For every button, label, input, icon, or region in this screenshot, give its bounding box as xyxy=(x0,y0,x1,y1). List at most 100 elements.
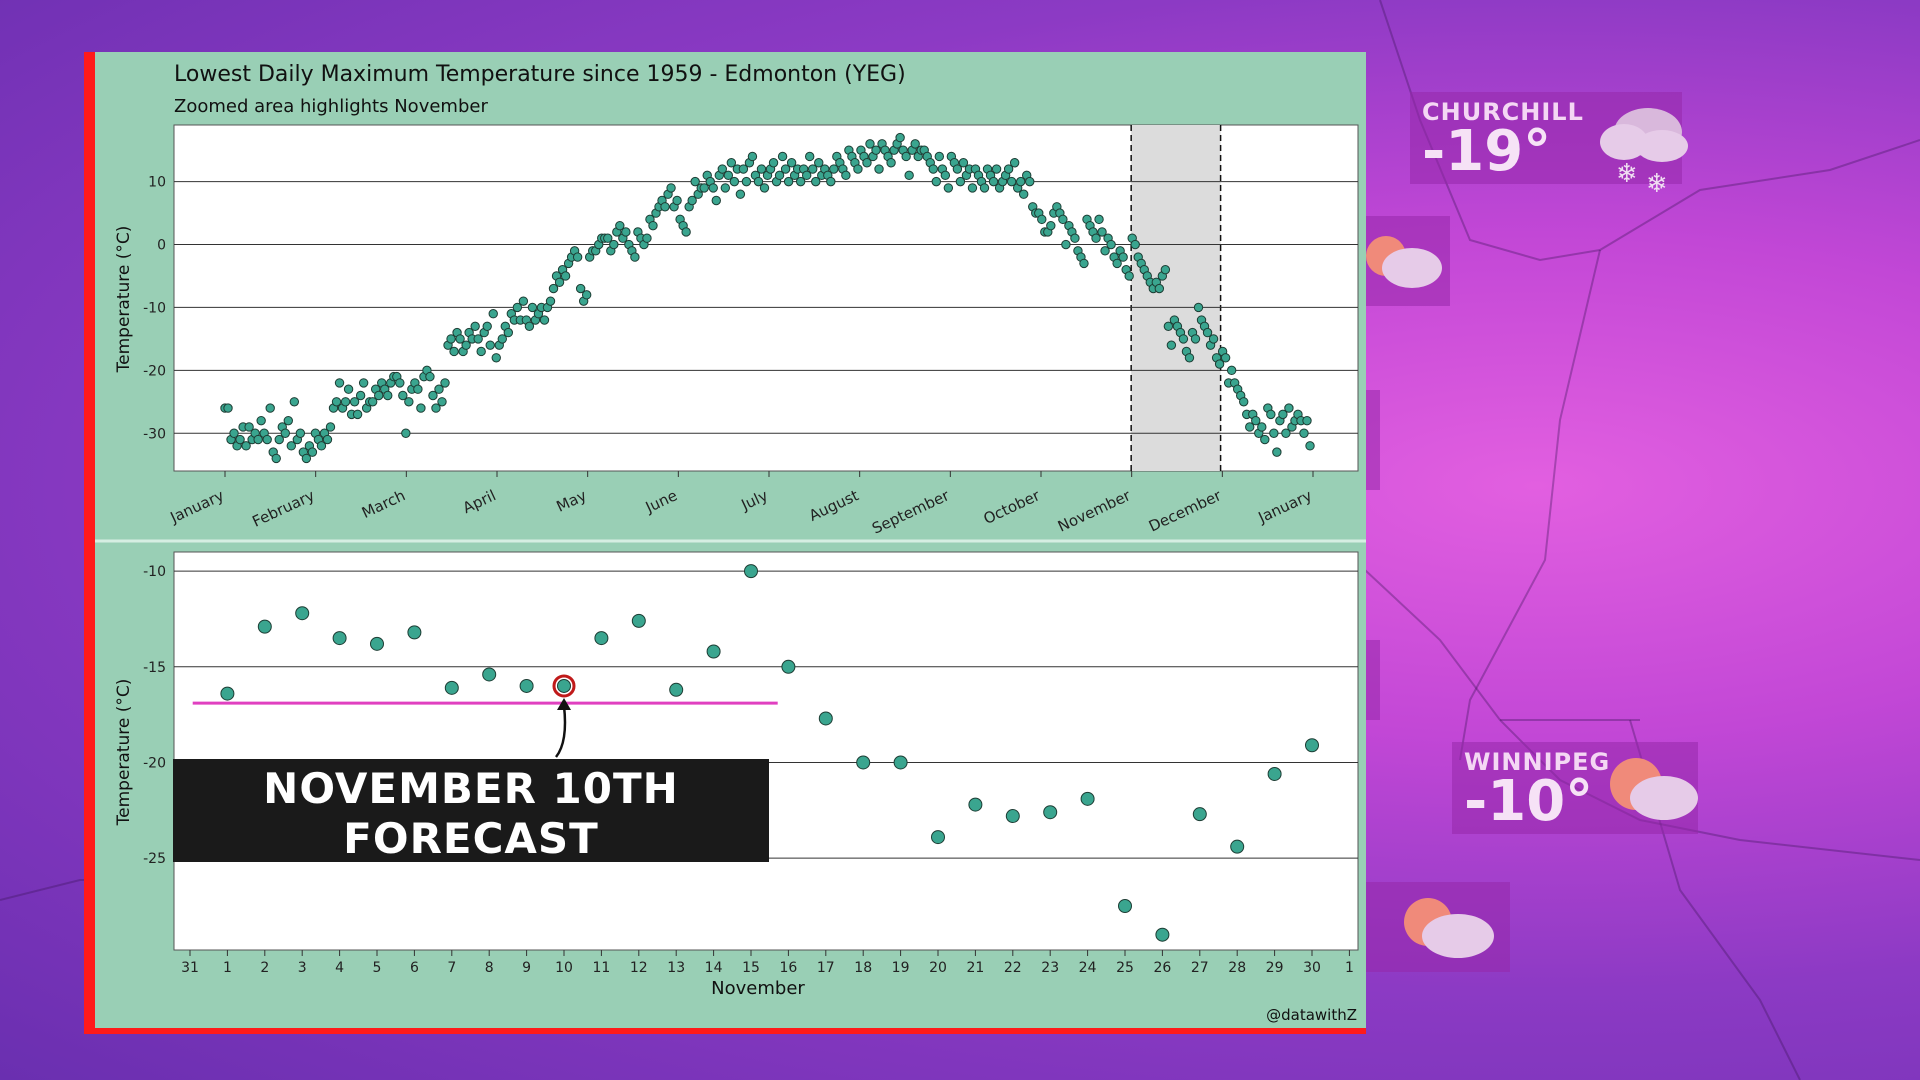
top-data-point xyxy=(603,233,613,243)
top-data-point xyxy=(1154,283,1165,294)
top-data-point xyxy=(473,334,483,344)
top-data-point xyxy=(1284,403,1294,413)
top-data-point xyxy=(690,176,700,187)
top-data-point xyxy=(711,195,721,206)
top-data-point xyxy=(681,227,691,237)
top-data-point xyxy=(1106,239,1116,250)
highlight-ring xyxy=(552,674,576,698)
top-x-tick-label: August xyxy=(806,486,861,525)
top-data-point xyxy=(991,164,1002,174)
bottom-x-tick-label: 31 xyxy=(181,960,199,976)
snow-cloud-icon: ❄ ❄ xyxy=(1600,108,1688,196)
bottom-data-point xyxy=(1305,738,1319,753)
top-data-point xyxy=(485,340,495,350)
top-data-point xyxy=(229,428,239,438)
top-data-point xyxy=(774,170,785,181)
bottom-x-tick-label: 6 xyxy=(410,960,419,976)
top-data-point xyxy=(717,164,728,174)
top-data-point xyxy=(1281,428,1291,438)
top-data-point xyxy=(581,290,592,300)
bottom-x-tick-label: 18 xyxy=(854,960,872,976)
top-data-point xyxy=(1184,353,1195,363)
bottom-data-point xyxy=(332,631,347,646)
top-data-point xyxy=(545,296,556,306)
top-data-point xyxy=(1214,359,1225,369)
top-data-point xyxy=(428,390,438,401)
top-data-point xyxy=(726,158,737,168)
top-data-point xyxy=(865,139,875,149)
top-data-point xyxy=(1160,264,1171,275)
svg-text:❄: ❄ xyxy=(1616,159,1638,189)
top-data-point xyxy=(425,371,435,382)
top-data-point xyxy=(910,139,920,149)
top-x-tick-label: January xyxy=(167,486,227,527)
top-data-point xyxy=(334,378,345,388)
top-data-point xyxy=(753,176,764,187)
top-data-point xyxy=(449,346,459,357)
top-x-tick-label: February xyxy=(250,486,318,530)
bottom-data-point xyxy=(631,613,646,628)
chart-subtitle: Zoomed area highlights November xyxy=(174,96,488,117)
top-data-point xyxy=(455,334,465,344)
top-data-point xyxy=(554,277,565,287)
bottom-y-axis-label: Temperature (°C) xyxy=(114,679,134,827)
top-data-point xyxy=(395,378,405,388)
top-data-point xyxy=(853,164,863,174)
bottom-x-tick-label: 11 xyxy=(592,960,610,976)
top-data-point xyxy=(723,170,734,181)
top-data-point xyxy=(413,384,423,394)
top-data-point xyxy=(431,403,441,413)
bottom-x-tick-label: 3 xyxy=(298,960,307,976)
top-data-point xyxy=(630,252,640,262)
bottom-data-point xyxy=(1005,809,1020,824)
top-data-point xyxy=(829,164,839,174)
top-data-point xyxy=(1220,353,1231,363)
top-data-point xyxy=(1163,321,1174,332)
top-data-point xyxy=(955,176,966,187)
top-data-point xyxy=(988,176,999,187)
top-data-point xyxy=(720,183,731,193)
bottom-data-point xyxy=(370,636,384,651)
bottom-x-tick-label: 24 xyxy=(1079,960,1097,976)
top-x-tick-label: March xyxy=(359,486,408,522)
top-data-point xyxy=(461,340,471,350)
top-x-tick-label: December xyxy=(1146,486,1225,536)
top-data-point xyxy=(672,195,682,206)
annotation-arrow xyxy=(554,705,567,758)
top-data-point xyxy=(527,302,538,313)
bottom-y-tick-label: -20 xyxy=(143,755,166,771)
top-data-point xyxy=(367,397,378,407)
map-border-line xyxy=(0,879,84,901)
top-data-point xyxy=(1239,397,1249,407)
top-data-point xyxy=(759,183,770,193)
top-data-point xyxy=(687,195,697,206)
bottom-y-tick-label: -25 xyxy=(143,851,166,867)
top-data-point xyxy=(1272,447,1282,457)
bottom-data-point xyxy=(482,667,497,682)
top-data-point xyxy=(572,252,583,262)
top-data-point xyxy=(512,302,523,313)
top-data-point xyxy=(1305,441,1315,451)
bottom-x-tick-label: 4 xyxy=(335,960,344,976)
top-data-point xyxy=(280,428,290,438)
callout-line-2: -18 ˚C xyxy=(396,861,546,910)
sun-cloud-icon xyxy=(1366,236,1442,288)
top-x-tick-label: January xyxy=(1255,486,1315,527)
top-data-point xyxy=(777,151,788,162)
top-data-point xyxy=(747,151,758,162)
highlighted-data-point xyxy=(557,678,571,693)
top-data-point xyxy=(316,441,327,451)
top-data-point xyxy=(283,415,293,426)
top-data-point xyxy=(1130,239,1140,250)
top-data-point xyxy=(271,453,281,464)
weather-card-partial xyxy=(1366,640,1380,720)
top-data-point xyxy=(1166,340,1177,350)
top-data-point xyxy=(286,441,297,451)
top-data-point xyxy=(642,233,652,243)
bottom-x-tick-label: 27 xyxy=(1191,960,1209,976)
top-data-point xyxy=(223,403,233,413)
bottom-x-tick-label: 29 xyxy=(1266,960,1284,976)
top-data-point xyxy=(235,434,245,445)
top-data-point xyxy=(488,309,498,319)
bottom-x-tick-label: 13 xyxy=(667,960,685,976)
